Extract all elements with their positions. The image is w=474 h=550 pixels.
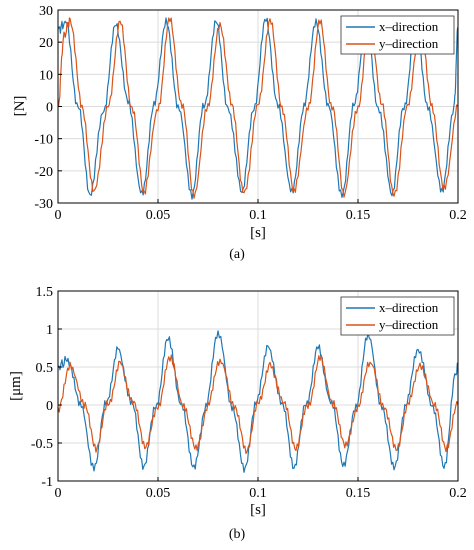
y-axis-label: [N] (12, 96, 28, 117)
legend-label-y-direction: y–direction (379, 36, 439, 51)
series-line-y-direction (57, 354, 459, 455)
panel-caption: (b) (229, 527, 246, 542)
y-axis-label: [μm] (8, 371, 24, 401)
y-tick-label: -30 (34, 197, 53, 212)
x-tick-label: 0.1 (249, 208, 267, 223)
legend-label-x-direction: x–direction (379, 300, 439, 315)
y-tick-label: 30 (39, 4, 53, 19)
legend-box (340, 15, 455, 55)
x-tick-label: 0.2 (449, 486, 467, 501)
y-tick-label: -20 (34, 165, 53, 180)
x-axis-label: [s] (250, 502, 266, 518)
x-tick-labels: 0 0.05 0.1 0.15 0.2 (55, 199, 467, 223)
series-lines (57, 17, 459, 200)
legend: x–direction y–direction (340, 296, 455, 336)
x-tick-label: 0.2 (449, 208, 467, 223)
series-lines (57, 330, 459, 473)
y-tick-label: 1 (46, 323, 53, 338)
x-tick-label: 0.05 (146, 486, 171, 501)
y-tick-labels: 30 20 10 0 -10 -20 -30 (34, 4, 62, 212)
legend-box (340, 296, 455, 336)
panel-b: 0 0.05 0.1 0.15 0.2 1.510.50-0.5-1 [s] [μm] … (8, 285, 467, 542)
y-tick-label: 10 (39, 68, 53, 83)
legend-label-y-direction: y–direction (379, 317, 439, 332)
panel-a: 0 0.05 0.1 0.15 0.2 30 20 10 0 -10 -20 -30 [s] [N]… (12, 4, 467, 262)
y-tick-label: 0 (46, 101, 53, 116)
x-tick-label: 0.15 (346, 486, 371, 501)
x-axis-label: [s] (250, 225, 266, 241)
x-tick-label: 0 (55, 208, 62, 223)
panel-caption: (a) (229, 247, 245, 262)
x-tick-label: 0.15 (346, 208, 371, 223)
x-tick-labels: 0 0.05 0.1 0.15 0.2 (55, 477, 467, 501)
y-tick-label: -10 (34, 133, 53, 148)
series-line-x-direction (57, 17, 459, 200)
legend: x–direction y–direction (340, 15, 455, 55)
y-tick-label: 20 (39, 36, 53, 51)
y-tick-label: 0.5 (36, 361, 54, 376)
x-tick-label: 0.1 (249, 486, 267, 501)
series-line-y-direction (57, 17, 459, 199)
y-tick-label: 0 (46, 399, 53, 414)
y-tick-label: -0.5 (31, 437, 53, 452)
legend-label-x-direction: x–direction (379, 19, 439, 34)
y-tick-label: -1 (41, 475, 53, 490)
y-tick-label: 1.5 (36, 285, 54, 300)
x-tick-label: 0.05 (146, 208, 171, 223)
x-tick-label: 0 (55, 486, 62, 501)
y-tick-labels: 1.5 1 0.5 0 -0.5 -1 (31, 285, 62, 490)
